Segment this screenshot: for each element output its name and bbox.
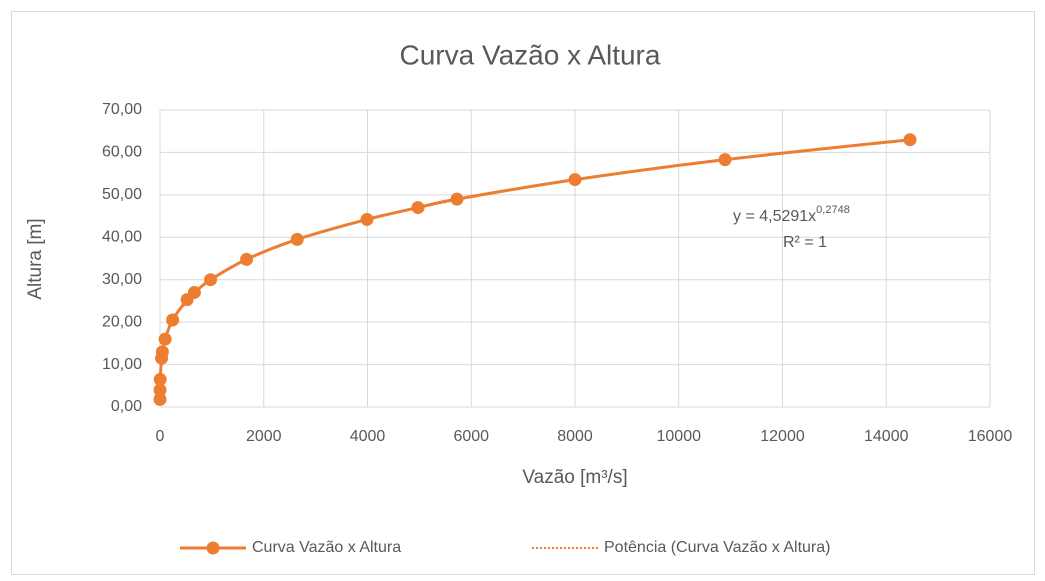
x-axis-label: Vazão [m³/s] (522, 467, 627, 488)
data-point (153, 372, 167, 386)
equation-exponent: 0,2748 (816, 204, 850, 216)
data-point (166, 313, 180, 327)
chart-border (11, 11, 1035, 575)
data-point (568, 173, 582, 187)
data-point (155, 345, 169, 359)
x-tick-label: 8000 (557, 428, 593, 445)
equation-text: y = 4,5291x (733, 208, 816, 225)
x-tick-label: 6000 (453, 428, 489, 445)
data-point (903, 133, 917, 147)
y-tick-label: 70,00 (102, 101, 142, 118)
y-tick-label: 30,00 (102, 271, 142, 288)
y-axis-label: Altura [m] (25, 218, 46, 299)
data-point (158, 332, 172, 346)
y-tick-label: 0,00 (111, 398, 142, 415)
legend-label: Curva Vazão x Altura (252, 539, 401, 556)
legend-marker (206, 541, 220, 555)
legend-label: Potência (Curva Vazão x Altura) (604, 539, 830, 556)
x-tick-label: 0 (156, 428, 165, 445)
x-tick-label: 12000 (760, 428, 805, 445)
y-tick-label: 60,00 (102, 144, 142, 161)
trendline-equation: y = 4,5291x0,2748 (733, 204, 850, 225)
data-point (411, 201, 425, 215)
x-tick-label: 2000 (246, 428, 282, 445)
trendline-r-squared: R² = 1 (783, 234, 827, 251)
chart-title: Curva Vazão x Altura (400, 39, 661, 70)
y-tick-label: 20,00 (102, 313, 142, 330)
y-tick-label: 10,00 (102, 356, 142, 373)
data-point (187, 285, 201, 299)
data-point (718, 153, 732, 167)
data-point (290, 232, 304, 246)
data-point (153, 383, 167, 397)
x-tick-label: 4000 (350, 428, 386, 445)
data-point (153, 392, 167, 406)
data-point (360, 212, 374, 226)
x-tick-label: 14000 (864, 428, 909, 445)
x-tick-label: 10000 (657, 428, 702, 445)
data-point (240, 252, 254, 266)
x-tick-label: 16000 (968, 428, 1013, 445)
y-tick-label: 40,00 (102, 229, 142, 246)
data-point (450, 192, 464, 206)
y-tick-label: 50,00 (102, 186, 142, 203)
data-point (204, 273, 218, 287)
